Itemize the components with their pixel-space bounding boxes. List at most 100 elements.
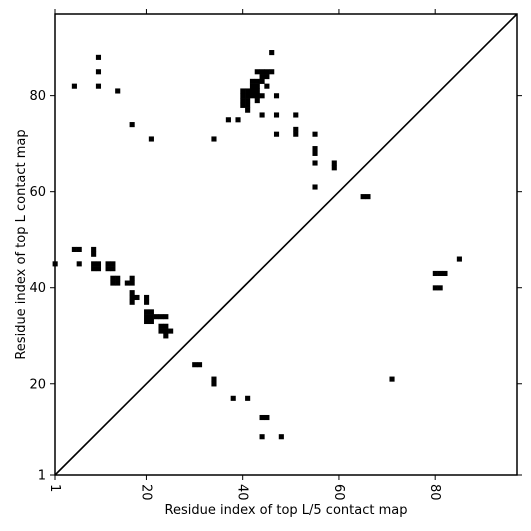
contact-point — [293, 126, 299, 132]
x-tick-label: 1 — [47, 484, 62, 492]
contact-point — [158, 314, 164, 320]
contact-point — [163, 328, 169, 334]
contact-point — [254, 88, 260, 94]
contact-point — [432, 285, 438, 291]
contact-point — [124, 280, 130, 286]
contact-point — [240, 88, 246, 94]
contact-point — [259, 414, 265, 421]
contact-point — [249, 93, 256, 99]
contact-point — [110, 280, 116, 286]
contact-point — [240, 98, 246, 104]
contact-point — [91, 266, 97, 272]
contact-point — [158, 323, 164, 329]
contact-point — [245, 395, 251, 401]
contact-point — [254, 93, 260, 99]
contact-point — [259, 74, 265, 80]
contact-point — [312, 150, 318, 156]
contact-point — [211, 381, 217, 387]
contact-point — [264, 414, 270, 421]
contact-point — [245, 107, 251, 113]
y-tick-label: 60 — [29, 185, 46, 200]
contact-point — [163, 314, 169, 320]
contact-point — [134, 294, 140, 301]
diagonal-line — [54, 13, 518, 476]
contact-point — [264, 69, 270, 75]
contact-point — [235, 117, 241, 123]
contact-point — [91, 261, 97, 267]
contact-point — [249, 88, 256, 94]
contact-point — [312, 131, 318, 137]
contact-point — [196, 362, 203, 368]
contact-point — [95, 54, 102, 60]
contact-point — [211, 136, 217, 142]
contact-point — [245, 98, 251, 104]
contact-point — [259, 69, 265, 75]
contact-point — [110, 266, 116, 272]
contact-point — [110, 261, 116, 267]
y-tick-label: 20 — [29, 377, 46, 392]
contact-point — [245, 88, 251, 94]
contact-point — [273, 131, 280, 137]
contact-point — [144, 318, 150, 325]
contact-point — [163, 333, 169, 339]
contact-point — [360, 194, 366, 200]
contact-point — [264, 83, 270, 89]
contact-point — [259, 93, 265, 99]
x-tick-label: 40 — [235, 484, 250, 501]
contact-point — [254, 98, 260, 104]
contact-point — [254, 83, 260, 89]
contact-point — [71, 83, 77, 89]
contact-point — [331, 165, 337, 171]
contact-point — [144, 314, 150, 320]
contact-point — [115, 280, 121, 286]
contact-point — [95, 261, 102, 267]
contact-point — [95, 83, 102, 89]
contact-point — [259, 434, 265, 440]
x-axis-ticks: 1 20 40 60 80 — [47, 9, 442, 501]
contact-point — [148, 318, 154, 325]
y-tick-label: 1 — [38, 469, 46, 484]
contact-point — [129, 290, 135, 296]
contact-point — [240, 102, 246, 108]
contact-point — [245, 93, 251, 99]
contact-point — [259, 112, 265, 118]
contact-point — [144, 294, 150, 301]
contact-point — [91, 251, 97, 257]
contact-marks — [52, 50, 462, 440]
contact-point — [437, 285, 443, 291]
contact-point — [71, 246, 77, 252]
contact-point — [249, 83, 256, 89]
y-axis-ticks: 1 20 40 60 80 — [29, 89, 522, 484]
contact-point — [273, 112, 280, 118]
contact-point — [230, 395, 236, 401]
y-tick-label: 40 — [29, 281, 46, 296]
contact-point — [76, 261, 82, 267]
plot-frame — [54, 13, 518, 476]
contact-point — [264, 74, 270, 80]
contact-point — [254, 69, 260, 75]
contact-point — [437, 270, 443, 277]
contact-point — [115, 88, 121, 94]
x-axis-label: Residue index of top L/5 contact map — [165, 503, 408, 518]
contact-point — [249, 78, 256, 84]
contact-point — [331, 160, 337, 166]
contact-point — [129, 122, 135, 128]
contact-point — [129, 275, 135, 281]
contact-point — [95, 266, 102, 272]
contact-point — [240, 93, 246, 99]
contact-point — [278, 434, 284, 440]
contact-point — [254, 78, 260, 84]
contact-point — [312, 160, 318, 166]
contact-point — [148, 136, 154, 142]
contact-point — [192, 362, 198, 368]
contact-point — [442, 270, 448, 277]
contact-point — [144, 299, 150, 305]
contact-point — [269, 50, 275, 56]
contact-point — [312, 184, 318, 190]
contact-point — [312, 146, 318, 152]
contact-point — [168, 328, 174, 334]
contact-point — [225, 117, 231, 123]
contact-point — [129, 299, 135, 305]
contact-point — [293, 112, 299, 118]
x-tick-label: 20 — [138, 484, 153, 501]
